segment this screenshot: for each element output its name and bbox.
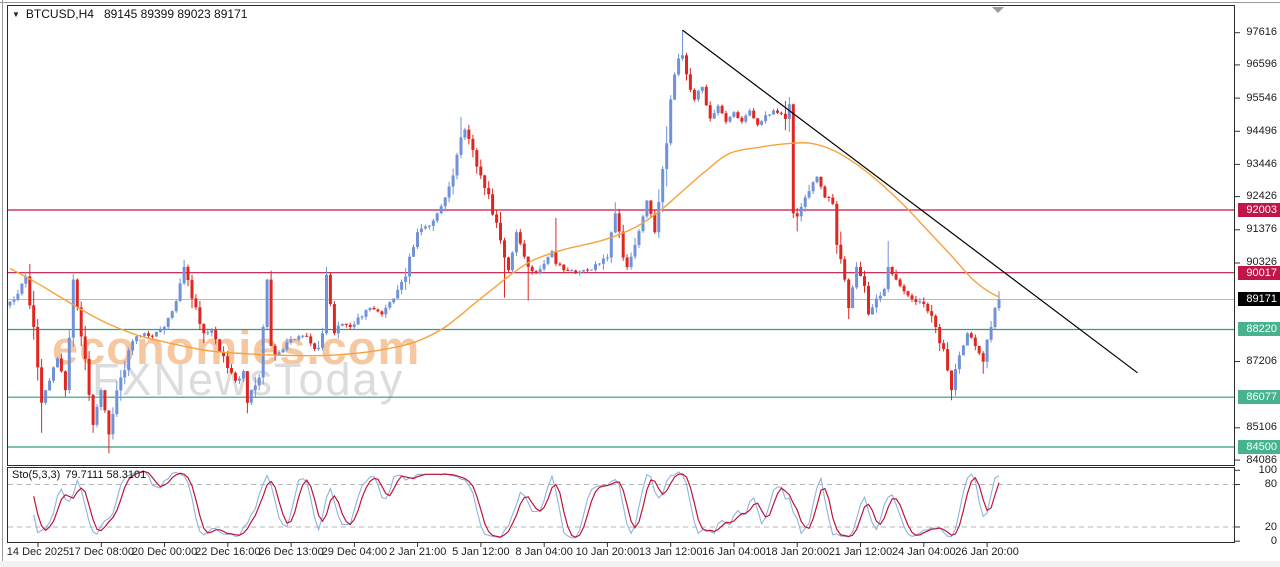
support-price-badge: 88220 bbox=[1238, 322, 1280, 337]
window-border bbox=[2, 0, 3, 567]
moving-average-line[interactable] bbox=[9, 141, 1000, 357]
price-tick-label: 84086 bbox=[1246, 453, 1277, 466]
time-tick-label: 22 Dec 16:00 bbox=[195, 546, 261, 558]
time-tick-label: 5 Jan 12:00 bbox=[452, 546, 510, 558]
price-tick-label: 92426 bbox=[1246, 190, 1277, 203]
axis-ticks bbox=[37, 32, 1240, 547]
price-tick-label: 97616 bbox=[1246, 26, 1277, 39]
time-tick-label: 24 Jan 04:00 bbox=[891, 546, 956, 558]
main-plot-frame bbox=[7, 5, 1235, 466]
indicator-name: Sto(5,3,3) bbox=[12, 469, 61, 481]
time-tick-label: 8 Jan 04:00 bbox=[515, 546, 573, 558]
sto-tick-label: 80 bbox=[1264, 478, 1277, 490]
price-tick-label: 94496 bbox=[1246, 124, 1277, 137]
stochastic-main-line bbox=[33, 470, 1000, 539]
sto-tick-label: 20 bbox=[1264, 520, 1277, 533]
stochastic-signal-line bbox=[33, 470, 1000, 538]
time-tick-label: 29 Dec 04:00 bbox=[321, 546, 388, 558]
support-price-badge: 86077 bbox=[1238, 390, 1280, 405]
window-border bbox=[0, 2, 1280, 3]
time-tick-label: 18 Jan 20:00 bbox=[765, 546, 830, 558]
time-tick-label: 21 Jan 12:00 bbox=[828, 546, 893, 558]
time-tick-label: 2 Jan 21:00 bbox=[388, 546, 447, 558]
time-tick-label: 16 Jan 04:00 bbox=[702, 546, 766, 558]
right-shift-marker-icon[interactable] bbox=[992, 7, 1004, 13]
bull-candle-bodies bbox=[8, 55, 1001, 435]
time-tick-label: 14 Dec 2025 bbox=[6, 546, 70, 558]
price-tick-label: 96596 bbox=[1246, 58, 1277, 71]
descending-trendline[interactable] bbox=[682, 29, 1138, 374]
resistance-price-badge: 90017 bbox=[1238, 265, 1280, 280]
time-tick-label: 20 Dec 00:00 bbox=[131, 546, 198, 558]
time-tick-label: 26 Dec 13:00 bbox=[258, 546, 324, 558]
sto-tick-label: 100 bbox=[1258, 463, 1277, 476]
price-tick-label: 95546 bbox=[1246, 91, 1277, 104]
ohlc-values: 89145 89399 89023 89171 bbox=[103, 7, 248, 21]
resistance-price-badge: 92003 bbox=[1238, 203, 1280, 217]
bull-candle-wicks bbox=[9, 30, 1000, 440]
chart-title: ▼ BTCUSD,H4 89145 89399 89023 89171 bbox=[12, 7, 247, 21]
time-tick-label: 10 Jan 20:00 bbox=[575, 546, 640, 558]
symbol-dropdown-icon[interactable]: ▼ bbox=[12, 10, 20, 19]
time-tick-label: 17 Dec 08:00 bbox=[68, 546, 134, 558]
price-tick-label: 90326 bbox=[1246, 256, 1277, 269]
status-strip bbox=[0, 561, 1280, 567]
current-price-badge: 89171 bbox=[1238, 292, 1280, 307]
indicator-label: Sto(5,3,3) 79.7111 58.3101 bbox=[12, 469, 151, 481]
symbol-period: BTCUSD,H4 bbox=[25, 7, 94, 21]
sto-plot-frame bbox=[7, 467, 1235, 543]
price-tick-label: 85106 bbox=[1246, 421, 1277, 434]
time-tick-label: 13 Jan 12:00 bbox=[638, 546, 703, 558]
time-tick-label: 26 Jan 20:00 bbox=[955, 546, 1019, 558]
support-price-badge: 84500 bbox=[1238, 439, 1280, 454]
indicator-values: 79.7111 58.3101 bbox=[65, 469, 147, 481]
price-tick-label: 87206 bbox=[1246, 355, 1277, 368]
price-tick-label: 93446 bbox=[1246, 157, 1277, 170]
bear-candle-bodies bbox=[28, 55, 985, 435]
price-tick-label: 91376 bbox=[1246, 223, 1277, 236]
sto-tick-label: 0 bbox=[1270, 534, 1277, 547]
